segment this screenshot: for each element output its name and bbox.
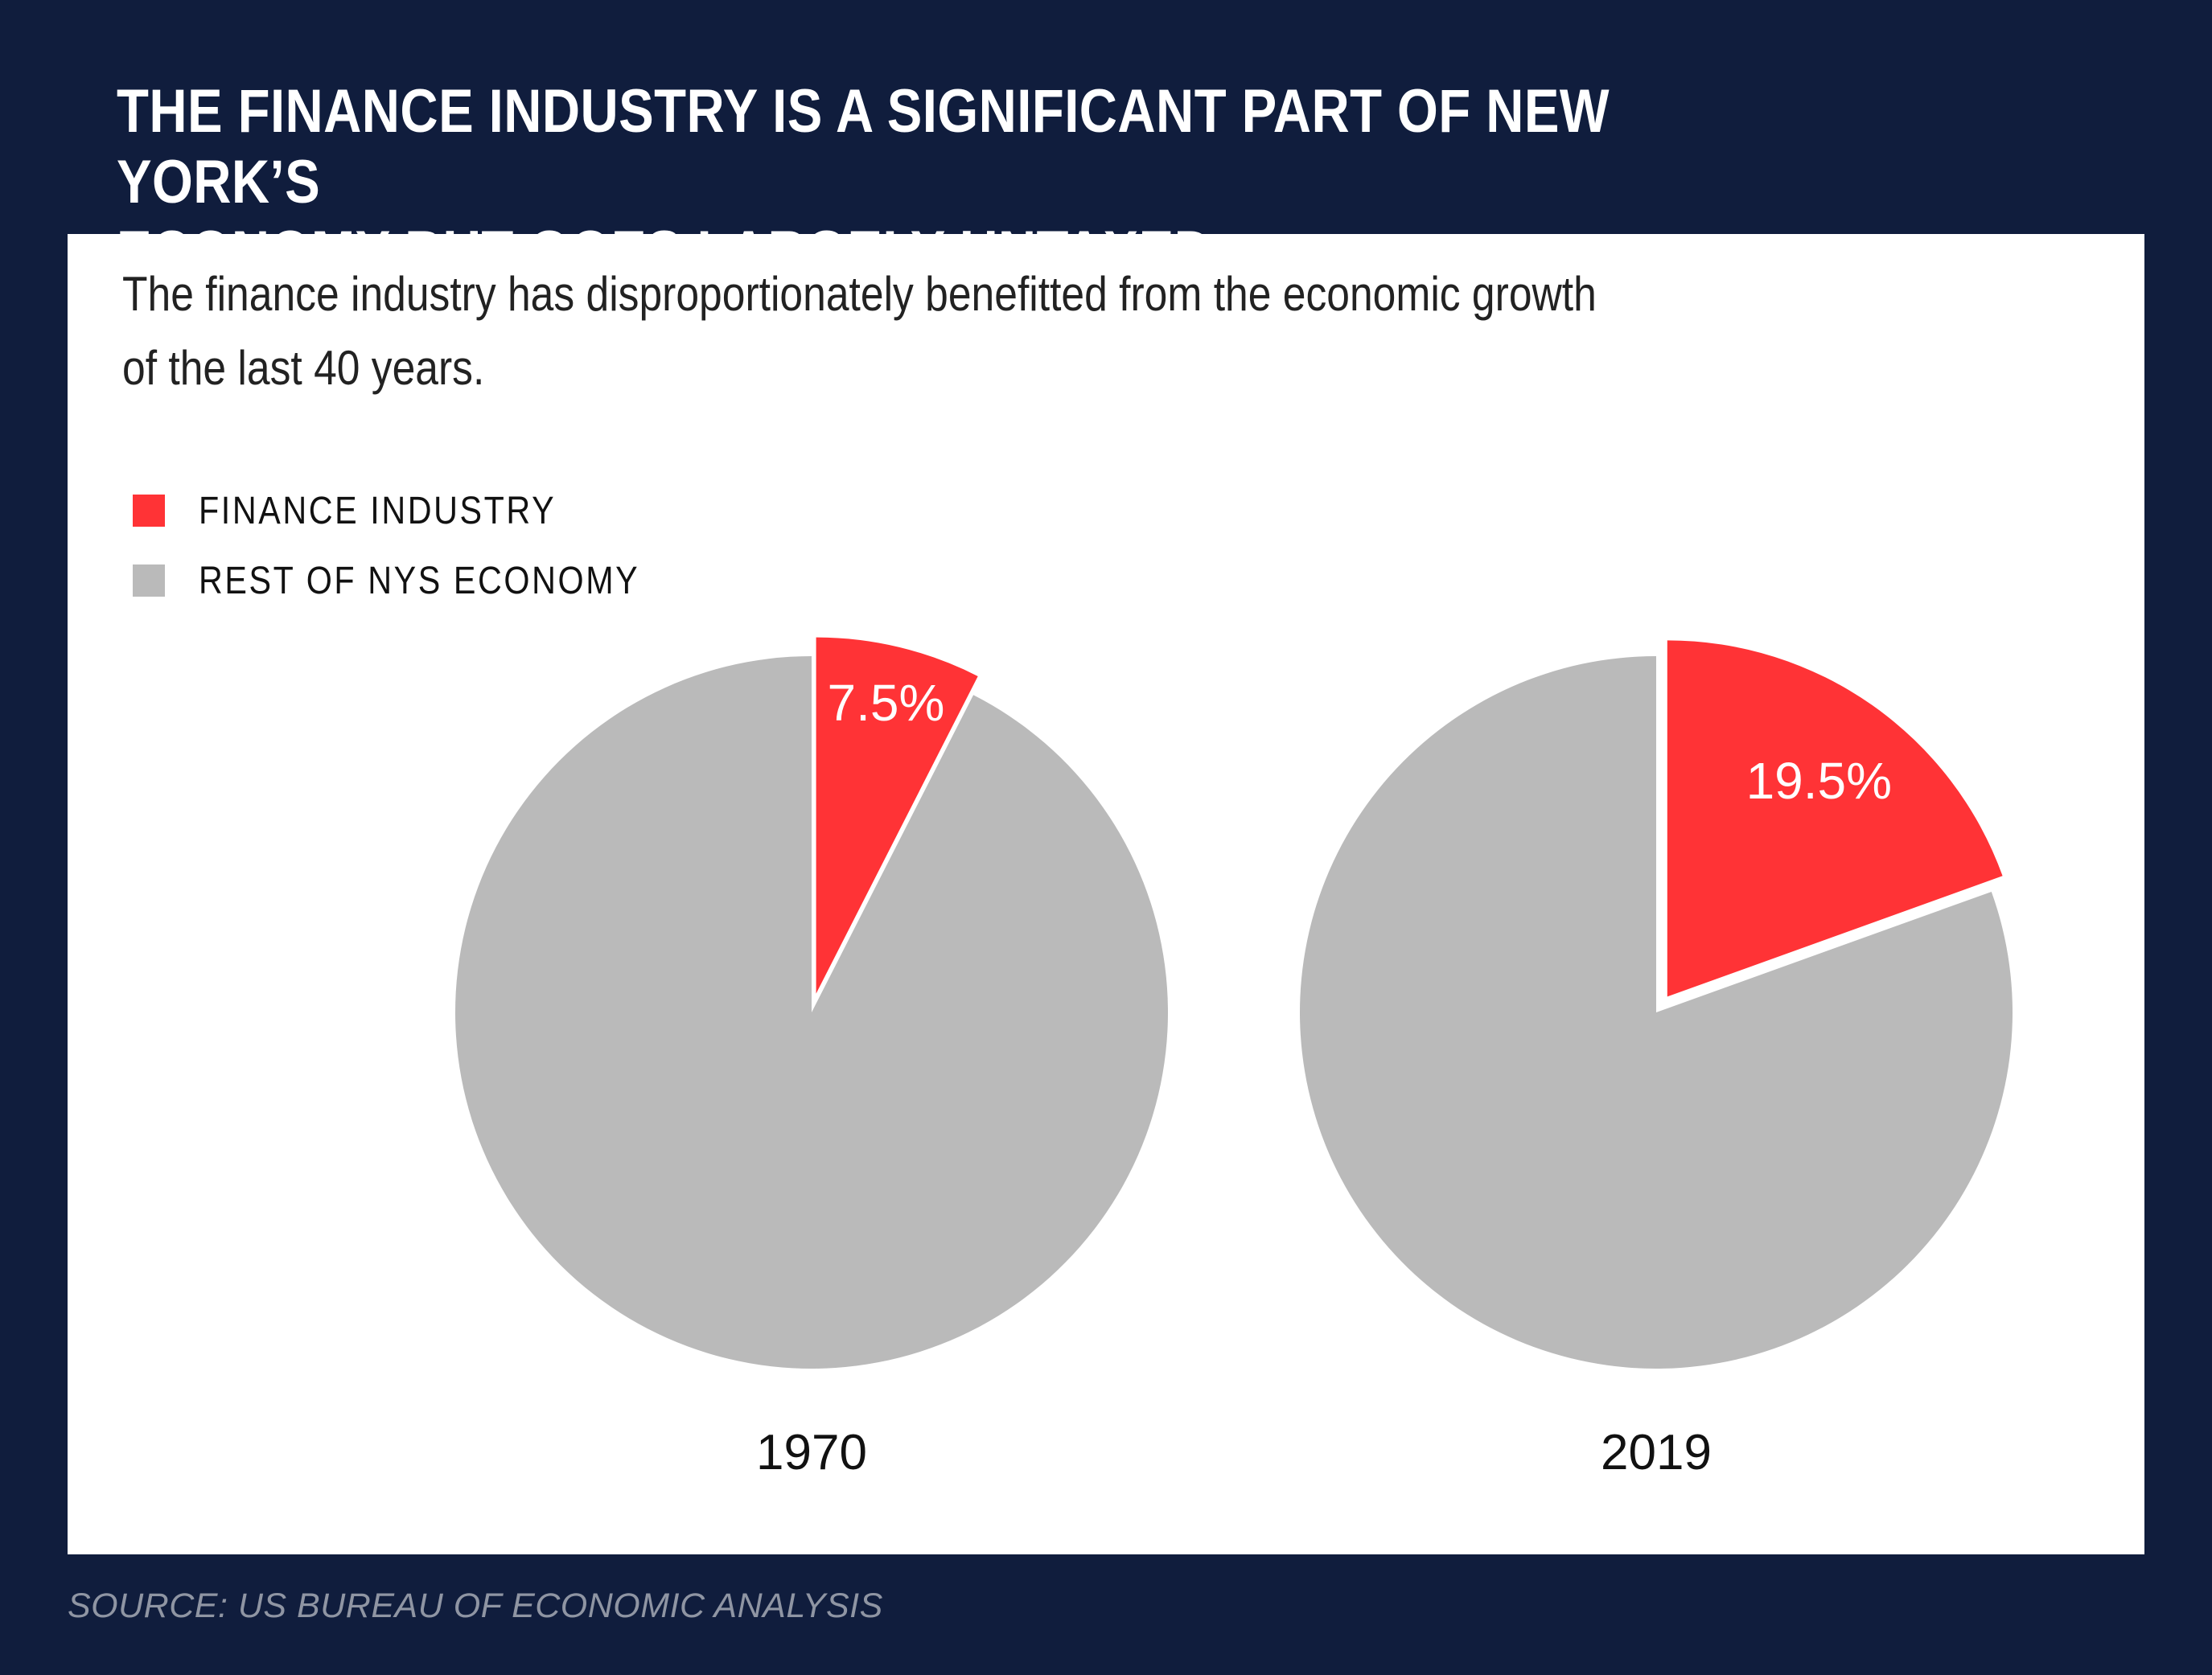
legend-label-finance: FINANCE INDUSTRY — [199, 489, 557, 532]
legend-item-finance: FINANCE INDUSTRY — [133, 489, 712, 532]
pie-slice-1970-rest — [455, 656, 1169, 1369]
legend-label-rest: REST OF NYS ECONOMY — [199, 559, 640, 602]
chart-subtitle: The finance industry has disproportionat… — [122, 267, 1597, 395]
pie-2019: 19.5% 2019 — [1299, 640, 2013, 1480]
data-label-2019: 19.5% — [1746, 752, 1892, 810]
pie-slice-1970-finance — [816, 637, 978, 994]
legend-swatch-rest — [133, 564, 165, 597]
pie-year-label-1970: 1970 — [756, 1425, 867, 1480]
pie-slice-2019-rest — [1299, 656, 2013, 1369]
legend-item-rest: REST OF NYS ECONOMY — [133, 559, 712, 602]
pie-year-label-2019: 2019 — [1601, 1425, 1712, 1480]
source-note: SOURCE: US BUREAU OF ECONOMIC ANALYSIS — [68, 1587, 883, 1625]
legend: FINANCE INDUSTRY REST OF NYS ECONOMY — [133, 489, 712, 630]
pie-1970: 7.5% 1970 — [455, 637, 1169, 1480]
data-label-1970: 7.5% — [828, 674, 945, 732]
pie-slice-2019-finance — [1667, 640, 2003, 997]
legend-swatch-finance — [133, 495, 165, 527]
